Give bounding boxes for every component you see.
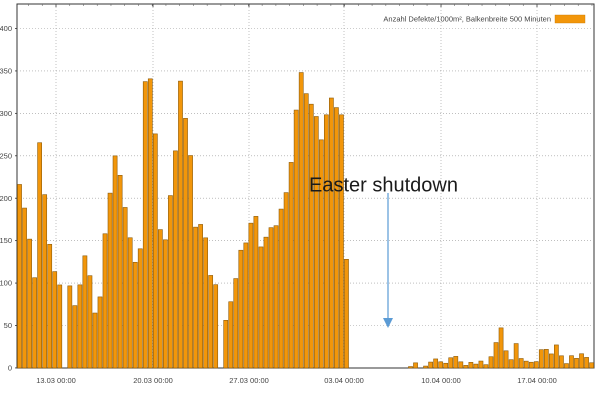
svg-text:10.04 00:00: 10.04 00:00 [421,376,461,385]
svg-text:17.04 00:00: 17.04 00:00 [517,376,557,385]
svg-text:Easter shutdown: Easter shutdown [309,175,458,197]
svg-text:13.03 00:00: 13.03 00:00 [36,376,76,385]
svg-text:200: 200 [0,194,12,203]
svg-text:03.04 00:00: 03.04 00:00 [324,376,364,385]
svg-text:300: 300 [0,109,12,118]
svg-text:20.03 00:00: 20.03 00:00 [133,376,173,385]
svg-text:400: 400 [0,24,12,33]
svg-text:350: 350 [0,67,12,76]
svg-text:Anzahl Defekte/1000m², Balkenb: Anzahl Defekte/1000m², Balkenbreite 500 … [383,15,551,24]
svg-text:150: 150 [0,236,12,245]
svg-text:0: 0 [8,364,12,373]
svg-text:27.03 00:00: 27.03 00:00 [229,376,269,385]
svg-text:250: 250 [0,151,12,160]
svg-text:100: 100 [0,279,12,288]
svg-text:50: 50 [4,321,12,330]
